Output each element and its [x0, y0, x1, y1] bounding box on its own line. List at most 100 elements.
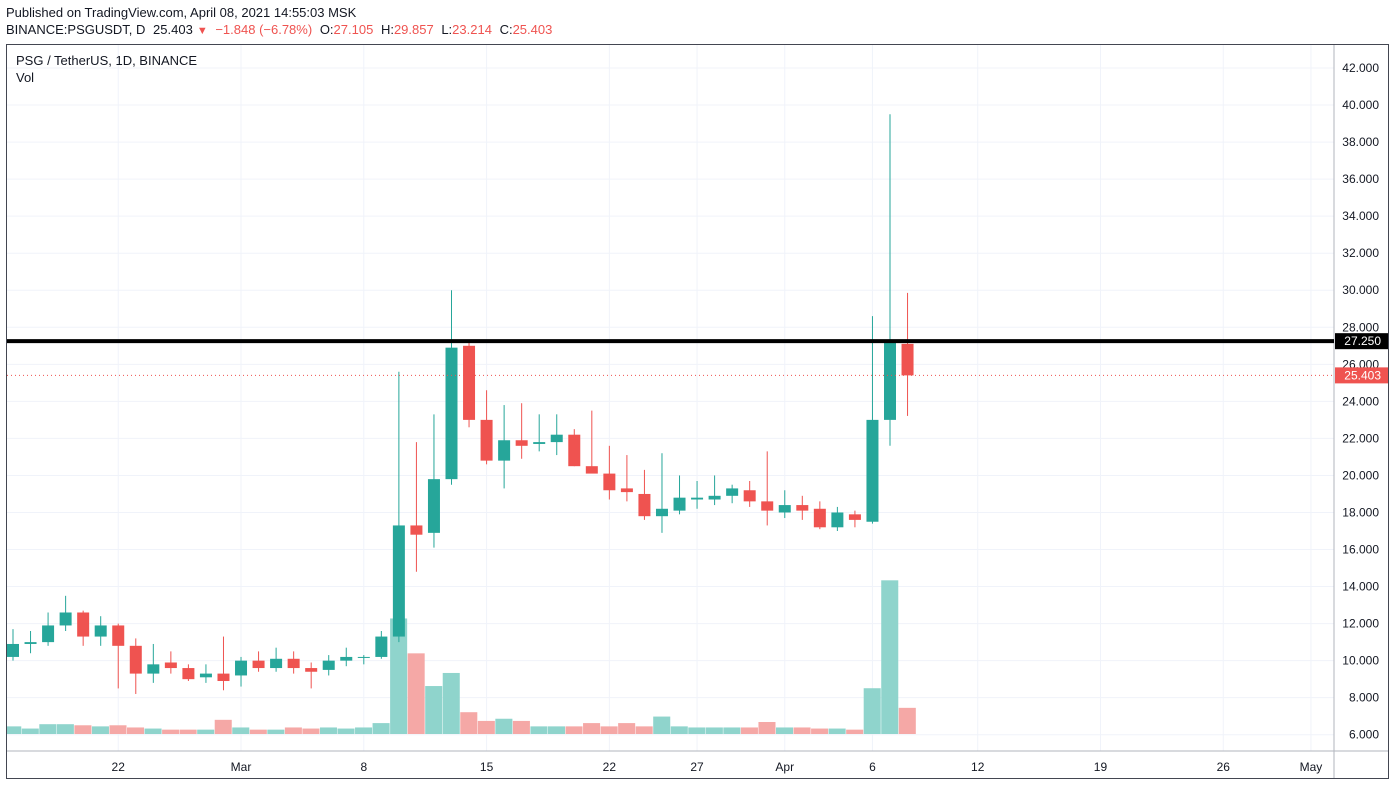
low-label: L:	[441, 22, 453, 37]
volume-bar	[863, 688, 881, 734]
volume-legend: Vol	[16, 70, 35, 85]
volume-bar	[758, 722, 776, 734]
volume-bar	[56, 724, 74, 734]
volume-bar	[109, 725, 127, 734]
volume-bar	[512, 720, 530, 734]
resistance-price-tag	[1335, 333, 1388, 350]
volume-bar	[881, 580, 899, 734]
candle-body	[638, 493, 651, 517]
volume-bar	[232, 727, 250, 734]
volume-bar	[775, 727, 794, 734]
y-tick-label: 20.000	[1342, 468, 1379, 482]
candle-body	[568, 434, 581, 467]
x-tick-label: May	[1300, 760, 1323, 774]
candle-body	[392, 525, 405, 637]
y-tick-label: 34.000	[1342, 209, 1379, 223]
volume-bar	[162, 729, 180, 734]
candle-body	[743, 490, 756, 502]
candle-body	[515, 440, 528, 446]
down-arrow-icon: ▼	[196, 25, 208, 37]
chart-legend-title: PSG / TetherUS, 1D, BINANCE	[16, 53, 198, 68]
candle-body	[427, 479, 440, 533]
volume-bar	[723, 727, 741, 734]
candle-body	[585, 466, 598, 474]
candle-body	[252, 660, 265, 669]
candle-body	[655, 508, 668, 517]
volume-bar	[74, 725, 92, 734]
volume-bar	[565, 726, 583, 734]
candle-body	[375, 636, 388, 657]
volume-bar	[214, 719, 232, 734]
high-label: H:	[380, 22, 394, 37]
volume-bar	[793, 727, 811, 734]
candle-body	[7, 643, 19, 657]
candle-body	[77, 612, 90, 637]
x-tick-label: 15	[480, 760, 494, 774]
volume-bar	[372, 723, 390, 734]
volume-bar	[898, 707, 916, 734]
volume-bar	[407, 653, 425, 734]
volume-bar	[144, 728, 162, 734]
chart-frame[interactable]: 42.000 40.000 38.000 36.000 34.000 32.000 30.0…	[6, 44, 1389, 779]
x-tick-label: 27	[690, 760, 704, 774]
close-label: C:	[499, 22, 513, 37]
high-value: 29.857	[393, 22, 434, 37]
volume-bar	[39, 724, 57, 734]
x-tick-label: 6	[869, 760, 876, 774]
volume-bar	[477, 720, 495, 734]
volume-bar	[355, 727, 373, 734]
volume-bar	[688, 727, 706, 734]
y-tick-label: 8.000	[1349, 691, 1379, 705]
ohlc-header: BINANCE:PSGUSDT, D 25.403 ▼ −1.848 (−6.78…	[6, 22, 556, 37]
price-chart[interactable]: 42.000 40.000 38.000 36.000 34.000 32.000 30.0…	[7, 45, 1388, 778]
x-tick-label: 12	[971, 760, 985, 774]
candle-body	[322, 660, 335, 670]
volume-bar	[425, 686, 443, 734]
volume-bar	[828, 728, 846, 734]
volume-bar	[583, 723, 601, 734]
x-tick-label: 22	[603, 760, 617, 774]
candle-body	[480, 419, 493, 461]
volume-bar	[635, 726, 653, 734]
y-tick-label: 30.000	[1342, 283, 1379, 297]
volume-bar	[91, 726, 109, 734]
candle-body	[848, 514, 861, 520]
y-tick-label: 32.000	[1342, 246, 1379, 260]
candle-body	[673, 497, 686, 511]
volume-bar	[442, 672, 460, 734]
candle-body	[498, 440, 511, 461]
candle-body	[410, 525, 423, 535]
candle-body	[550, 434, 563, 443]
y-tick-label: 22.000	[1342, 431, 1379, 445]
resistance-price-label: 27.250	[1344, 334, 1381, 348]
y-tick-label: 28.000	[1342, 320, 1379, 334]
volume-bar	[670, 726, 688, 734]
volume-bar	[7, 726, 22, 734]
volume-bar	[600, 726, 618, 734]
candle-body	[59, 612, 72, 626]
volume-bar	[618, 723, 636, 734]
candle-body	[235, 660, 248, 676]
symbol-label: BINANCE:PSGUSDT, D	[6, 22, 146, 37]
x-tick-label: 8	[360, 760, 367, 774]
candle-body	[42, 625, 55, 643]
open-label: O:	[319, 22, 334, 37]
candle-body	[305, 668, 318, 672]
candle-body	[445, 347, 458, 480]
volume-bar	[495, 718, 513, 734]
candle-body	[182, 668, 195, 680]
y-tick-label: 38.000	[1342, 135, 1379, 149]
candle-body	[708, 495, 721, 500]
candle-body	[94, 625, 107, 637]
last-price: 25.403	[153, 22, 193, 37]
close-value: 25.403	[512, 22, 553, 37]
y-tick-label: 16.000	[1342, 543, 1379, 557]
y-tick-label: 12.000	[1342, 617, 1379, 631]
volume-bar	[249, 729, 267, 734]
candle-body	[287, 658, 300, 669]
candle-body	[340, 656, 353, 661]
volume-bar	[460, 712, 478, 734]
x-tick-label: Mar	[231, 760, 252, 774]
volume-bar	[337, 728, 355, 734]
low-value: 23.214	[452, 22, 492, 37]
